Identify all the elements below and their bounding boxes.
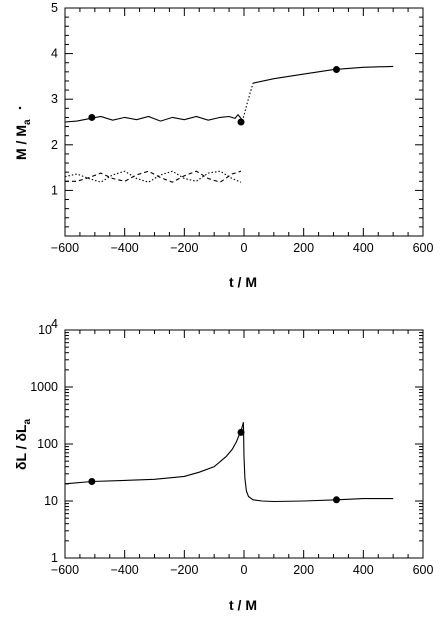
x-tick-label: 600 xyxy=(413,241,434,255)
data-point-marker xyxy=(237,428,245,436)
x-tick-label: −200 xyxy=(170,241,198,255)
y-axis-title: δL / δLa xyxy=(13,419,33,471)
y-tick-label: 1 xyxy=(51,183,58,197)
x-tick-label: −200 xyxy=(170,563,198,577)
x-axis-title: t / M xyxy=(229,597,257,613)
y-axis-title: M / Ma xyxy=(13,119,33,160)
data-point-marker xyxy=(88,477,96,485)
series-group xyxy=(64,65,394,183)
x-tick-label: 200 xyxy=(293,563,314,577)
y-tick-label: 4 xyxy=(51,47,58,61)
x-axis-title: t / M xyxy=(229,274,257,290)
data-point-marker xyxy=(237,118,245,126)
x-tick-label: 200 xyxy=(293,241,314,255)
x-tick-label: 600 xyxy=(413,563,434,577)
y-tick-label: 1000 xyxy=(30,380,58,394)
ydot-mark xyxy=(18,156,22,160)
ydot-mark xyxy=(18,106,22,110)
x-tick-label: 0 xyxy=(241,241,248,255)
data-point-marker xyxy=(88,113,96,121)
y-tick-label: 5 xyxy=(51,1,58,15)
marker-group xyxy=(88,66,340,126)
y-tick-label: 1 xyxy=(51,551,58,565)
series-line-dotted xyxy=(241,83,254,122)
series-line-solid xyxy=(64,422,394,503)
x-tick-label: −600 xyxy=(51,241,79,255)
accretion-rate-chart: −600 −400 −200 0 200 400 600 1 2 3 4 5 M / Ma t / M xyxy=(13,1,433,290)
data-point-marker xyxy=(332,66,340,74)
x-tick-label: −400 xyxy=(111,241,139,255)
data-point-marker xyxy=(332,496,340,504)
x-tick-label: −600 xyxy=(51,563,79,577)
y-tick-label: 100 xyxy=(37,437,58,451)
marker-group xyxy=(88,428,340,504)
series-line-solid xyxy=(64,113,243,123)
y-tick-label: 3 xyxy=(51,92,58,106)
y-tick-label-exponent: 4 xyxy=(51,317,58,331)
x-tick-label: 400 xyxy=(353,241,374,255)
series-line-dashed xyxy=(65,170,242,183)
x-tick-label: 400 xyxy=(353,563,374,577)
series-line-solid xyxy=(252,65,394,84)
y-tick-label: 2 xyxy=(51,138,58,152)
y-tick-label: 10 xyxy=(38,323,52,337)
tick-label-group: −600 −400 −200 0 200 400 600 1 2 3 4 5 xyxy=(51,1,434,255)
x-tick-label: −400 xyxy=(111,563,139,577)
x-tick-label: 0 xyxy=(241,563,248,577)
y-tick-label: 10 xyxy=(44,494,58,508)
tick-group xyxy=(64,7,424,237)
series-group xyxy=(64,422,394,503)
